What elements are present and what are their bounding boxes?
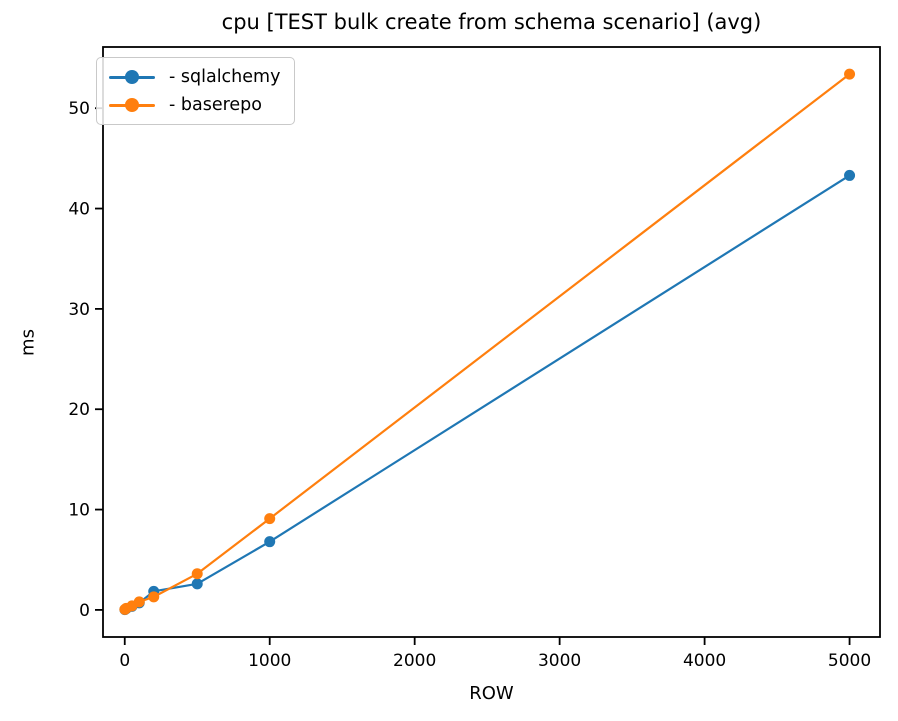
legend-line-marker-icon (109, 98, 155, 112)
y-tick-label: 20 (68, 400, 90, 420)
legend-line-marker-icon (109, 70, 155, 84)
x-tick-label: 0 (119, 651, 130, 671)
axes-spines (102, 46, 881, 638)
data-point-marker (191, 578, 203, 590)
y-tick-label: 40 (68, 200, 90, 220)
legend-dot-icon (125, 70, 139, 84)
data-point-marker (844, 68, 856, 80)
series-line-sqlalchemy (123, 174, 851, 611)
x-tick-label: 1000 (248, 651, 291, 671)
data-point-marker (191, 568, 203, 580)
legend: - sqlalchemy - baserepo (96, 57, 296, 125)
y-tick-label: 30 (68, 300, 90, 320)
data-point-marker (844, 169, 856, 181)
legend-entry-baserepo: - baserepo (109, 95, 280, 115)
legend-dot-icon (125, 98, 139, 112)
x-tick-label: 2000 (393, 651, 436, 671)
data-point-marker (264, 513, 276, 525)
data-point-marker (133, 596, 145, 608)
x-tick-label: 5000 (828, 651, 871, 671)
data-point-marker (148, 591, 160, 603)
x-tick-label: 4000 (683, 651, 726, 671)
x-tick-label: 3000 (538, 651, 581, 671)
y-tick-label: 50 (68, 99, 90, 119)
legend-entry-sqlalchemy: - sqlalchemy (109, 67, 280, 87)
chart-title: cpu [TEST bulk create from schema scenar… (221, 10, 762, 34)
y-axis-label: ms (17, 329, 39, 356)
legend-label: - baserepo (169, 95, 262, 115)
data-point-marker (264, 536, 276, 548)
x-axis-label: ROW (469, 683, 514, 704)
series-line-baserepo (123, 72, 851, 611)
legend-label: - sqlalchemy (169, 67, 281, 87)
y-tick-label: 0 (79, 601, 90, 621)
y-tick-label: 10 (68, 501, 90, 521)
